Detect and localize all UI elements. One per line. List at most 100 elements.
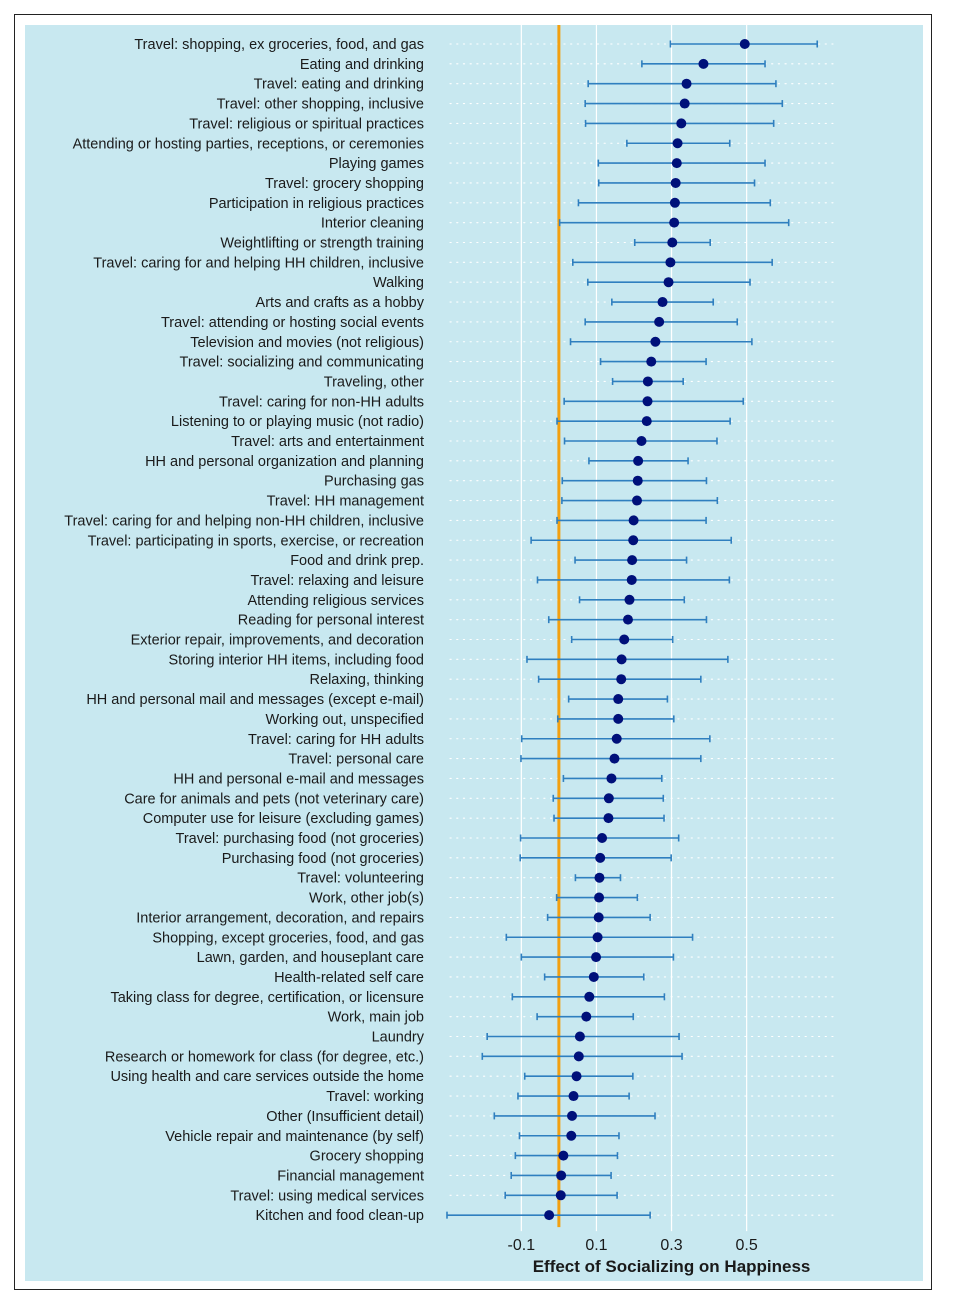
point-estimate	[544, 1210, 555, 1221]
point-estimate	[681, 78, 692, 89]
point-estimate	[603, 793, 614, 804]
point-estimate	[632, 475, 643, 486]
category-label: Travel: religious or spiritual practices	[189, 116, 424, 132]
point-estimate	[633, 455, 644, 466]
category-label: Purchasing gas	[324, 474, 424, 490]
forest-plot: Travel: shopping, ex groceries, food, an…	[64, 25, 834, 1276]
category-label: Care for animals and pets (not veterinar…	[124, 791, 424, 807]
point-estimates	[544, 39, 750, 1221]
category-label: Travel: caring for non-HH adults	[219, 394, 424, 410]
category-labels: Travel: shopping, ex groceries, food, an…	[64, 37, 424, 1224]
category-label: Interior cleaning	[321, 216, 424, 232]
point-estimate	[616, 674, 627, 685]
category-label: Vehicle repair and maintenance (by self)	[165, 1129, 424, 1145]
point-estimate	[571, 1071, 582, 1082]
category-label: Walking	[373, 275, 424, 291]
point-estimate	[669, 217, 680, 228]
category-label: Lawn, garden, and houseplant care	[197, 950, 424, 966]
category-label: HH and personal mail and messages (excep…	[86, 692, 424, 708]
category-label: Travel: participating in sports, exercis…	[88, 533, 424, 549]
point-estimate	[698, 58, 709, 69]
point-estimate	[671, 158, 682, 169]
point-estimate	[650, 336, 661, 347]
category-label: Travel: other shopping, inclusive	[217, 97, 424, 113]
point-estimate	[573, 1051, 584, 1062]
category-label: Other (Insufficient detail)	[266, 1109, 424, 1125]
point-estimate	[669, 197, 680, 208]
category-label: Travel: purchasing food (not groceries)	[176, 831, 425, 847]
category-label: Travel: relaxing and leisure	[250, 573, 424, 589]
category-label: Arts and crafts as a hobby	[256, 295, 425, 311]
category-label: Interior arrangement, decoration, and re…	[136, 910, 424, 926]
point-estimate	[588, 971, 599, 982]
category-label: Travel: caring for HH adults	[248, 732, 424, 748]
category-label: Attending or hosting parties, receptions…	[73, 136, 424, 152]
point-estimate	[672, 138, 683, 149]
point-estimate	[646, 356, 657, 367]
point-estimate	[626, 574, 637, 585]
category-label: Computer use for leisure (excluding game…	[143, 811, 424, 827]
point-estimate	[611, 733, 622, 744]
category-label: Purchasing food (not groceries)	[222, 851, 424, 867]
point-estimate	[670, 177, 681, 188]
point-estimate	[592, 932, 603, 943]
category-label: Travel: caring for and helping HH childr…	[93, 255, 424, 271]
point-estimate	[654, 316, 665, 327]
category-label: Travel: eating and drinking	[254, 77, 424, 93]
error-bars	[446, 40, 819, 1219]
point-estimate	[581, 1011, 592, 1022]
x-tick-label: 0.5	[736, 1237, 758, 1254]
point-estimate	[627, 555, 638, 566]
point-estimate	[679, 98, 690, 109]
category-label: Kitchen and food clean-up	[256, 1208, 425, 1224]
point-estimate	[567, 1110, 578, 1121]
category-label: Eating and drinking	[300, 57, 424, 73]
point-estimate	[642, 376, 653, 387]
category-label: Relaxing, thinking	[310, 672, 424, 688]
point-estimate	[628, 515, 639, 526]
point-estimate	[613, 694, 624, 705]
point-estimate	[556, 1170, 567, 1181]
category-label: Food and drink prep.	[290, 553, 424, 569]
category-label: HH and personal e-mail and messages	[173, 771, 424, 787]
point-estimate	[555, 1190, 566, 1201]
row-guides	[449, 43, 834, 1216]
point-estimate	[636, 436, 647, 446]
category-label: Attending religious services	[247, 593, 424, 609]
category-label: Playing games	[329, 156, 424, 172]
category-label: Health-related self care	[274, 970, 424, 986]
category-label: Travel: using medical services	[230, 1188, 424, 1204]
point-estimate	[566, 1130, 577, 1141]
category-label: Work, other job(s)	[309, 891, 424, 907]
point-estimate	[609, 753, 620, 764]
category-label: Travel: grocery shopping	[265, 176, 424, 192]
point-estimate	[665, 257, 676, 268]
category-label: Listening to or playing music (not radio…	[171, 414, 424, 430]
point-estimate	[593, 912, 604, 923]
x-axis-title: Effect of Socializing on Happiness	[533, 1257, 811, 1276]
category-label: Participation in religious practices	[209, 196, 424, 212]
point-estimate	[606, 773, 617, 784]
point-estimate	[624, 594, 635, 605]
category-label: Financial management	[277, 1168, 424, 1184]
category-label: Traveling, other	[324, 374, 424, 390]
point-estimate	[739, 39, 750, 49]
category-label: Research or homework for class (for degr…	[105, 1049, 424, 1065]
plot-panel: Travel: shopping, ex groceries, food, an…	[25, 25, 923, 1281]
point-estimate	[628, 535, 639, 546]
point-estimate	[619, 634, 630, 645]
point-estimate	[622, 614, 633, 625]
x-axis-ticks: -0.1 0.1 0.3 0.5	[508, 1237, 758, 1254]
category-label: Laundry	[372, 1030, 425, 1046]
x-tick-label: -0.1	[508, 1237, 536, 1254]
category-label: Shopping, except groceries, food, and ga…	[152, 930, 424, 946]
category-label: Travel: working	[326, 1089, 424, 1105]
point-estimate	[584, 991, 595, 1002]
category-label: Storing interior HH items, including foo…	[169, 652, 424, 668]
point-estimate	[591, 952, 602, 963]
category-label: Working out, unspecified	[265, 712, 424, 728]
category-label: Travel: caring for and helping non-HH ch…	[64, 513, 424, 529]
category-label: Weightlifting or strength training	[220, 236, 424, 252]
point-estimate	[558, 1150, 569, 1161]
category-label: Work, main job	[328, 1010, 424, 1026]
